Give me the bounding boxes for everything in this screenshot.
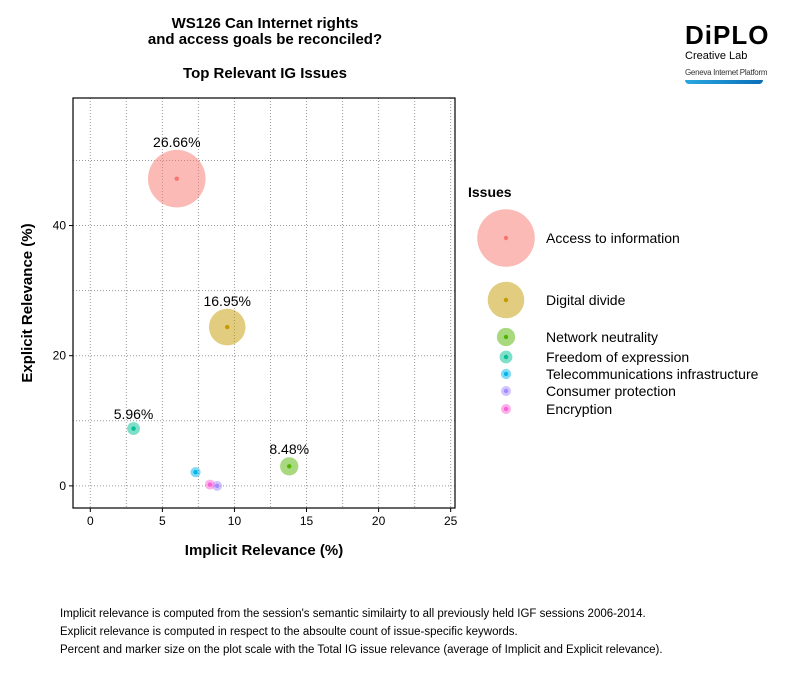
x-tick-label: 0 <box>87 514 94 528</box>
data-point-encryption <box>204 479 215 490</box>
legend-key-center <box>503 354 509 360</box>
point-center <box>207 482 213 487</box>
legend-item: Digital divide <box>487 281 626 319</box>
legend-key-center <box>503 406 509 412</box>
x-tick-label: 15 <box>300 514 314 528</box>
legend-item: Telecommunications infrastructure <box>500 366 759 382</box>
footnote-1: Implicit relevance is computed from the … <box>60 608 646 620</box>
x-tick-label: 25 <box>444 514 458 528</box>
legend-label: Digital divide <box>546 292 626 308</box>
legend-label: Consumer protection <box>546 383 676 399</box>
legend-key-center <box>503 334 509 340</box>
data-point-freedom-of-expression: 5.96% <box>114 406 154 436</box>
legend-label: Freedom of expression <box>546 349 689 365</box>
legend-item: Network neutrality <box>496 327 658 347</box>
x-axis-label: Implicit Relevance (%) <box>185 542 343 559</box>
legend-key-center <box>503 371 509 377</box>
point-center <box>131 426 136 431</box>
legend-key-center <box>503 388 509 394</box>
data-point-telecommunications-infrastructure <box>190 467 201 478</box>
diplo-logo: DiPLO Creative Lab Geneva Internet Platf… <box>685 22 770 84</box>
point-center <box>193 470 198 475</box>
logo-swoosh <box>685 80 763 84</box>
plot-border <box>72 97 456 509</box>
footnote-2: Explicit relevance is computed in respec… <box>60 626 518 638</box>
y-tick-label: 0 <box>59 479 66 493</box>
legend-key-center <box>503 235 509 241</box>
y-axis-label: Explicit Relevance (%) <box>19 223 36 382</box>
data-label: 16.95% <box>203 293 250 309</box>
x-tick-label: 5 <box>159 514 166 528</box>
legend-label: Network neutrality <box>546 329 658 345</box>
logo-line1: Creative Lab <box>685 50 748 62</box>
logo-brand: DiPLO <box>685 20 770 50</box>
data-point-network-neutrality: 8.48% <box>269 441 309 476</box>
chart-title-line-2: and access goals be reconciled? <box>147 31 383 48</box>
legend-item: Encryption <box>501 401 612 417</box>
legend-key-center <box>503 297 509 303</box>
data-label: 26.66% <box>153 134 200 150</box>
data-label: 8.48% <box>269 441 309 457</box>
footnote-3: Percent and marker size on the plot scal… <box>60 644 663 656</box>
x-tick-label: 20 <box>372 514 386 528</box>
legend-item: Access to information <box>477 209 680 267</box>
legend-item: Freedom of expression <box>499 349 689 365</box>
point-center <box>225 324 230 330</box>
legend-label: Access to information <box>546 230 680 246</box>
x-tick-label: 10 <box>228 514 242 528</box>
legend-label: Telecommunications infrastructure <box>546 366 759 382</box>
legend-title: Issues <box>468 184 512 200</box>
point-center <box>214 483 220 489</box>
y-tick-label: 20 <box>53 349 67 363</box>
y-tick-label: 40 <box>53 219 67 233</box>
chart-subtitle: Top Relevant IG Issues <box>183 65 347 82</box>
data-label: 5.96% <box>114 406 154 422</box>
data-point-access-to-information: 26.66% <box>147 134 206 208</box>
point-center <box>287 464 292 469</box>
legend-item: Consumer protection <box>501 383 676 399</box>
legend-label: Encryption <box>546 401 612 417</box>
data-point-digital-divide: 16.95% <box>203 293 251 346</box>
chart-title-line-1: WS126 Can Internet rights <box>171 15 359 32</box>
point-center <box>174 176 179 181</box>
logo-line2: Geneva Internet Platform <box>685 68 768 77</box>
